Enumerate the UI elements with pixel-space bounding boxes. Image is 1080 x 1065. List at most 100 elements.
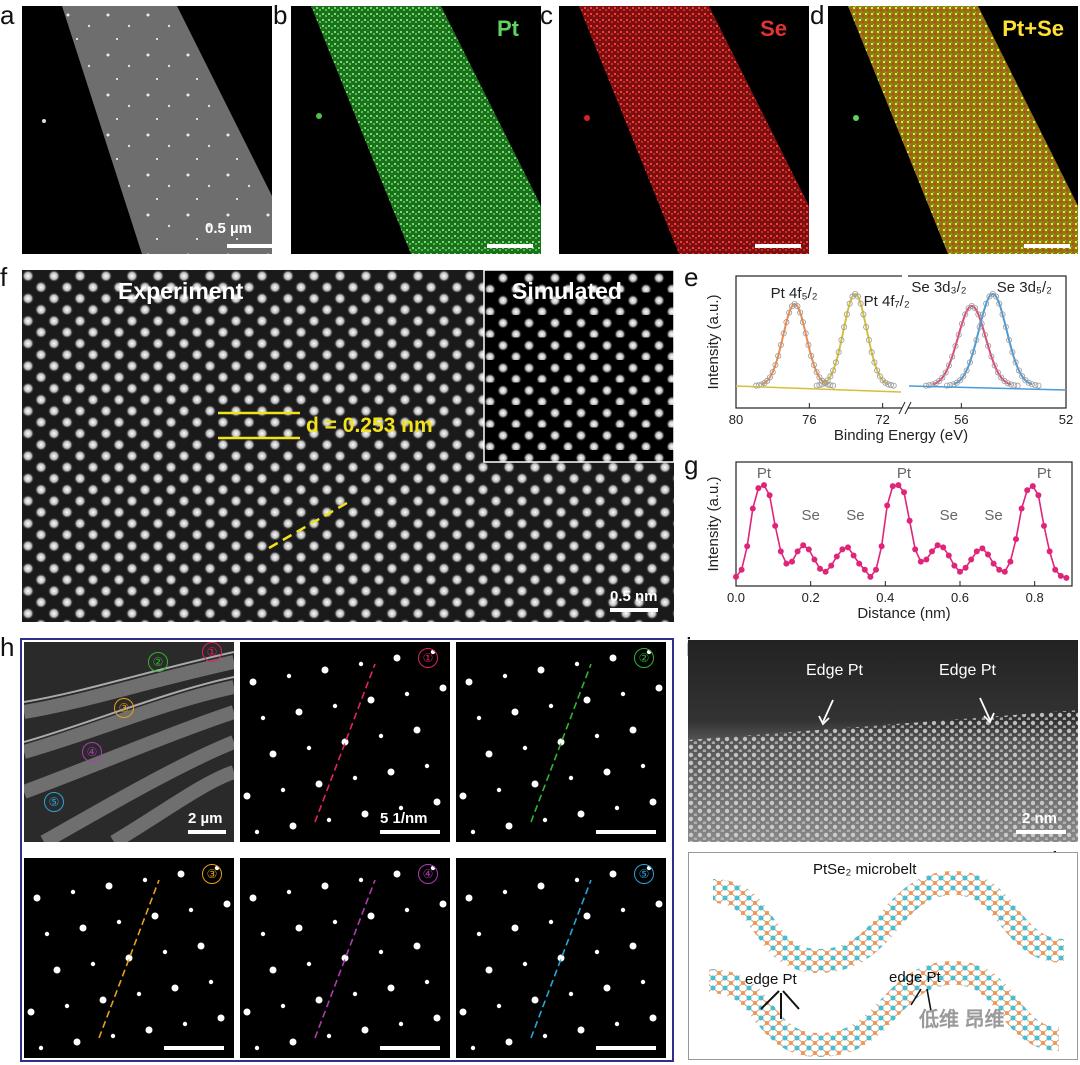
marker-5: ⑤ [44, 792, 64, 812]
diffraction-spot [162, 949, 168, 955]
diffraction-spot [352, 991, 358, 997]
xps-point [797, 309, 804, 316]
diffraction-spot [378, 733, 384, 739]
index-line [314, 663, 376, 823]
diffraction-spot [583, 696, 591, 704]
x-tick-label: 80 [729, 412, 743, 427]
xps-point [865, 337, 872, 344]
x-tick-label: 0.4 [876, 590, 894, 605]
xps-frame [735, 275, 1067, 409]
profile-point [755, 485, 762, 492]
profile-point [979, 545, 986, 552]
panel-label-a: a [0, 0, 15, 30]
diffraction-spot [496, 787, 502, 793]
xps-point [810, 361, 817, 368]
panel-label-c: c [540, 0, 553, 30]
xps-point [849, 293, 856, 300]
xps-point [799, 319, 806, 326]
panel-label-d: d [810, 0, 825, 30]
xps-point [830, 367, 837, 374]
diffraction-spot [208, 979, 214, 985]
scale-label: 5 1/nm [380, 810, 428, 827]
diffraction-spot [594, 733, 600, 739]
x-tick-label: 0.2 [802, 590, 820, 605]
profile-point [1029, 483, 1036, 490]
profile-point [1041, 522, 1047, 529]
diffraction-spot [90, 961, 96, 967]
diffraction-spot [424, 763, 430, 769]
hrtem-image: Experiment Simulated d = 0.253 nm 0.5 nm [22, 270, 674, 622]
xps-point [983, 300, 990, 307]
diffraction-spot [476, 931, 482, 937]
diffraction-spot [260, 931, 266, 937]
xps-point [753, 382, 760, 389]
profile-point [1001, 568, 1008, 575]
xps-point [843, 311, 850, 318]
diffraction-spot [609, 654, 617, 662]
diffraction-spot [594, 949, 600, 955]
schematic-title: PtSe₂ microbelt [813, 861, 917, 878]
diffraction-spot [470, 1045, 476, 1051]
diffraction-spot [361, 1026, 369, 1034]
scale-label: 0.5 nm [610, 588, 658, 605]
scale-bar [380, 830, 440, 834]
peak-label-3: Se 3d₃/₂ [911, 279, 966, 296]
diffraction-spot [640, 763, 646, 769]
xps-point [887, 382, 894, 389]
diffraction-spot [459, 1008, 467, 1016]
xps-point [1022, 377, 1029, 384]
profile-point [817, 565, 823, 572]
peak-label-pt: Pt [897, 465, 912, 482]
diffraction-spot [583, 912, 591, 920]
diffraction-spot [640, 979, 646, 985]
edge-pt-label-b: edge Pt [889, 969, 941, 986]
diffraction-spot [404, 907, 410, 913]
diffraction-spot [393, 654, 401, 662]
scale-bar [610, 608, 658, 612]
microbelt-drawing [708, 870, 1065, 1058]
diffraction-spot [433, 798, 441, 806]
x-tick-label: 0.0 [727, 590, 745, 605]
diffraction-spot [217, 1014, 225, 1022]
diffraction-spot [105, 882, 113, 890]
profile-point [789, 558, 795, 565]
diffraction-spot [378, 949, 384, 955]
profile-point [822, 568, 829, 575]
marker-5: ⑤ [634, 864, 654, 884]
x-axis-title: Distance (nm) [857, 605, 950, 622]
diffraction-spot [398, 1021, 404, 1027]
diffraction-spot [188, 907, 194, 913]
x-tick-label: 0.8 [1026, 590, 1044, 605]
diffraction-spot [27, 1008, 35, 1016]
xps-point [981, 331, 988, 338]
profile-point [1035, 492, 1042, 499]
xps-point [996, 300, 1003, 307]
panel-label-f: f [0, 262, 8, 292]
profile-point [794, 548, 801, 555]
xps-series-2 [821, 292, 889, 386]
diffraction-spot [557, 954, 565, 962]
x-tick-label: 56 [954, 412, 968, 427]
diffraction-spot [609, 870, 617, 878]
xps-point [955, 331, 962, 338]
xps-point [1012, 359, 1019, 366]
xps-point [1011, 382, 1018, 389]
profile-point [923, 556, 930, 563]
diffraction-spot [280, 1003, 286, 1009]
scale-label: 0.5 µm [205, 220, 252, 237]
diffraction-spot [413, 726, 421, 734]
index-line [98, 879, 160, 1039]
diffraction-spot [502, 673, 508, 679]
diffraction-spot [286, 889, 292, 895]
xps-point [1006, 337, 1013, 344]
xps-point [775, 352, 782, 359]
eds-map-overlay: Pt+Se [828, 6, 1078, 254]
panel-label-e: e [684, 262, 699, 292]
diffraction-spot [511, 924, 519, 932]
scale-bar [1016, 830, 1066, 834]
saed-pattern-3: ③ [24, 858, 234, 1058]
axis-break-mark [904, 401, 912, 415]
xps-series-3 [932, 304, 1012, 386]
saed-frame [20, 638, 674, 1062]
profile-point [895, 482, 902, 489]
